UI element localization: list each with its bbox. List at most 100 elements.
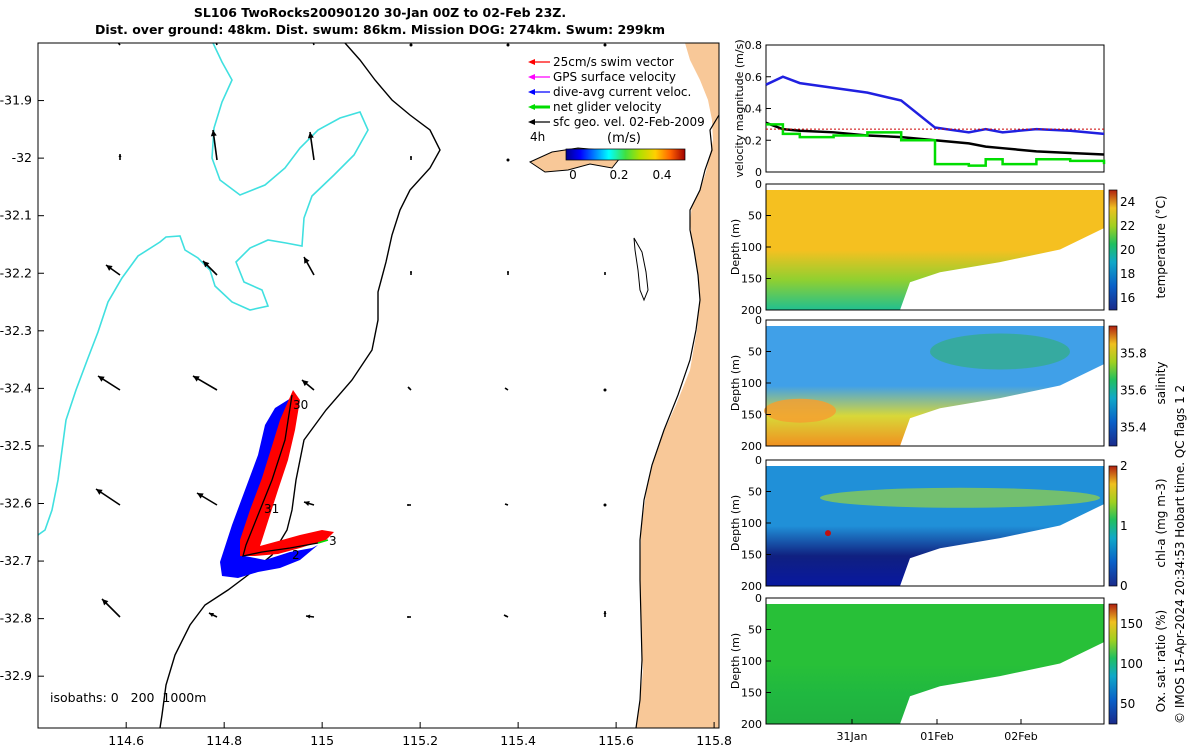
- legend-label: sfc geo. vel. 02-Feb-2009: [553, 115, 705, 129]
- section-data-field: [766, 190, 1104, 310]
- depth-tick-label: 200: [741, 718, 762, 731]
- geo-velocity-arrow: [303, 501, 315, 506]
- land-mass: [560, 43, 719, 728]
- swim-vector-band: [240, 390, 334, 556]
- geo-velocity-arrow: [95, 488, 121, 506]
- section-colorbar: [1108, 189, 1118, 311]
- map-x-tick-label: 115.8: [696, 733, 732, 748]
- geo-velocity-arrow: [504, 503, 509, 506]
- geo-velocity-arrow: [407, 504, 411, 506]
- map-y-tick-label: -32.6: [0, 496, 32, 511]
- map-y-ticks: -31.9 -32 -32.1 -32.2 -32.3 -32.4 -32.5 -32.6 -3…: [0, 93, 44, 683]
- map-y-tick-label: -32.3: [0, 323, 32, 338]
- colorbar-tick: 0.2: [609, 168, 628, 182]
- geo-velocity-arrow: [604, 272, 606, 275]
- legend-label: net glider velocity: [553, 100, 661, 114]
- day-label: 31: [264, 502, 279, 516]
- geo-velocity-arrow: [303, 256, 315, 276]
- depth-tick-label: 200: [741, 580, 762, 593]
- section-panel: 0 50 100 150 200 Depth (m) 35.4 35.6 35.8 salinit…: [729, 314, 1168, 453]
- geo-velocity-arrow: [507, 271, 509, 275]
- speed-colorbar: [565, 148, 686, 161]
- map-x-tick-label: 115.2: [402, 733, 438, 748]
- depth-tick-label: 100: [741, 517, 762, 530]
- colorbar-tick-label: 2: [1120, 459, 1128, 473]
- legend-label: GPS surface velocity: [553, 70, 676, 84]
- depth-axis-label: Depth (m): [729, 633, 742, 689]
- depth-tick-label: 150: [741, 409, 762, 422]
- geo-velocity-arrow: [215, 43, 218, 46]
- legend-entry: sfc geo. vel. 02-Feb-2009: [528, 115, 705, 129]
- colorbar-tick-label: 20: [1120, 243, 1135, 257]
- depth-tick-label: 0: [755, 314, 762, 327]
- map-x-tick-label: 115.6: [598, 733, 634, 748]
- depth-tick-label: 0: [755, 178, 762, 191]
- depth-tick-label: 100: [741, 377, 762, 390]
- colorbar-tick-label: 1: [1120, 519, 1128, 533]
- legend-entry: dive-avg current veloc.: [528, 85, 691, 99]
- depth-axis-label: Depth (m): [729, 495, 742, 551]
- geo-velocity-arrow: [202, 260, 218, 276]
- geo-velocity-arrow: [196, 492, 218, 506]
- colorbar-tick-label: 50: [1120, 697, 1135, 711]
- day-label: 30: [293, 398, 308, 412]
- geo-velocity-arrow: [118, 154, 122, 160]
- colorbar-tick-label: 35.6: [1120, 384, 1147, 398]
- time-tick-label: 02Feb: [1004, 730, 1037, 743]
- depth-tick-label: 50: [748, 486, 762, 499]
- imos-credit: © IMOS 15-Apr-2024 20:34:53 Hobart time.…: [1173, 385, 1187, 724]
- glider-track-line: [242, 394, 319, 557]
- depth-axis-label: Depth (m): [729, 219, 742, 275]
- coastline: [635, 114, 719, 728]
- velocity-y-tick-label: 0.6: [745, 71, 763, 84]
- depth-tick-label: 50: [748, 346, 762, 359]
- geo-velocity-arrow: [503, 614, 509, 618]
- velocity-series-line: [765, 75, 1105, 136]
- geo-velocity-arrows: [95, 43, 607, 619]
- map-y-tick-label: -31.9: [0, 93, 32, 108]
- section-colorbar: [1108, 603, 1118, 725]
- velocity-y-label: velocity magnitude (m/s): [733, 39, 746, 177]
- time-tick-label: 31Jan: [837, 730, 868, 743]
- velocity-y-tick-label: 0.8: [745, 39, 763, 52]
- geo-velocity-arrow: [603, 388, 607, 392]
- map-x-tick-label: 114.8: [206, 733, 242, 748]
- map-x-tick-label: 115: [310, 733, 334, 748]
- colorbar-label: salinity: [1154, 361, 1168, 404]
- net-glider-velocity: [317, 539, 329, 544]
- coastal-inlet: [633, 237, 649, 302]
- depth-axis-label: Depth (m): [729, 355, 742, 411]
- depth-tick-label: 150: [741, 549, 762, 562]
- depth-tick-label: 0: [755, 592, 762, 605]
- geo-velocity-arrow: [410, 156, 412, 160]
- map-y-tick-label: -32.5: [0, 438, 32, 453]
- colorbar-tick-label: 24: [1120, 195, 1135, 209]
- colorbar-tick: 0.4: [652, 168, 671, 182]
- colorbar-label: chl-a (mg m-3): [1154, 478, 1168, 567]
- geo-velocity-arrow: [105, 264, 121, 276]
- colorbar-label: Ox. sat. ratio (%): [1154, 610, 1168, 712]
- velocity-series-line: [766, 123, 1106, 167]
- isobath-note: isobaths: 0 200 1000m: [50, 690, 206, 705]
- colorbar-tick-label: 100: [1120, 657, 1143, 671]
- depth-tick-label: 50: [748, 624, 762, 637]
- geo-velocity-arrow: [407, 386, 412, 391]
- map-y-tick-label: -32.1: [0, 208, 32, 223]
- geo-velocity-arrow: [603, 611, 607, 617]
- section-colorbar: [1108, 465, 1118, 587]
- geo-velocity-arrow: [603, 503, 607, 507]
- section-panel: 0 50 100 150 200 Depth (m) 0 1 2 chl-a (mg m-3): [729, 454, 1168, 593]
- colorbar-tick-label: 35.8: [1120, 347, 1147, 361]
- colorbar-tick-label: 35.4: [1120, 421, 1147, 435]
- section-data-field: [766, 604, 1104, 724]
- colorbar-tick-label: 150: [1120, 617, 1143, 631]
- geo-velocity-arrow: [312, 43, 315, 46]
- velocity-y-tick-label: 0: [755, 166, 762, 179]
- depth-tick-label: 0: [755, 454, 762, 467]
- time-axis-ticks: 31Jan 01Feb 02Feb: [837, 719, 1038, 743]
- time-tick-label: 01Feb: [920, 730, 953, 743]
